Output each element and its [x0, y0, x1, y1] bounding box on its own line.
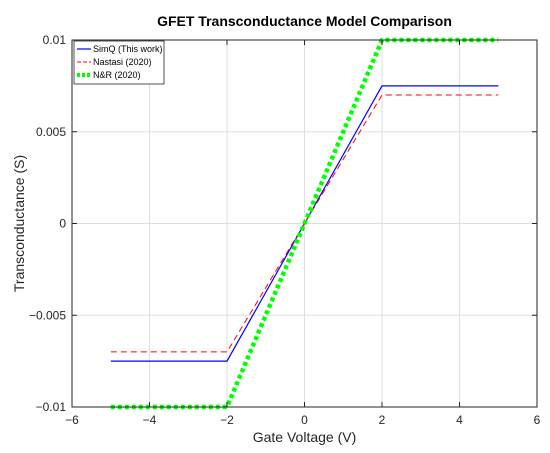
legend-label-1: SimQ (This work) — [93, 44, 163, 54]
chart-title: GFET Transconductance Model Comparison — [157, 13, 452, 29]
ticks: −6 −4 −2 0 2 4 6 −0.01 −0.005 0 0.005 0.01 — [29, 33, 541, 427]
y-tick-label: 0.01 — [43, 33, 67, 47]
x-tick-label: 6 — [534, 413, 541, 427]
x-tick-label: −2 — [220, 413, 234, 427]
y-tick-label: −0.005 — [29, 308, 66, 322]
y-tick-label: 0.005 — [36, 125, 66, 139]
legend-label-3: N&R (2020) — [93, 70, 141, 80]
y-axis-title: Transconductance (S) — [11, 155, 27, 292]
x-tick-label: 0 — [301, 413, 308, 427]
x-tick-label: −4 — [143, 413, 157, 427]
x-axis-title: Gate Voltage (V) — [253, 429, 357, 445]
x-tick-label: −6 — [65, 413, 79, 427]
x-tick-label: 2 — [379, 413, 386, 427]
legend: SimQ (This work) Nastasi (2020) N&R (2020) — [73, 40, 165, 85]
legend-label-2: Nastasi (2020) — [93, 57, 152, 67]
y-tick-label: 0 — [59, 217, 66, 231]
y-tick-label: −0.01 — [36, 400, 67, 414]
series-line-2 — [110, 94, 499, 353]
x-tick-label: 4 — [456, 413, 463, 427]
